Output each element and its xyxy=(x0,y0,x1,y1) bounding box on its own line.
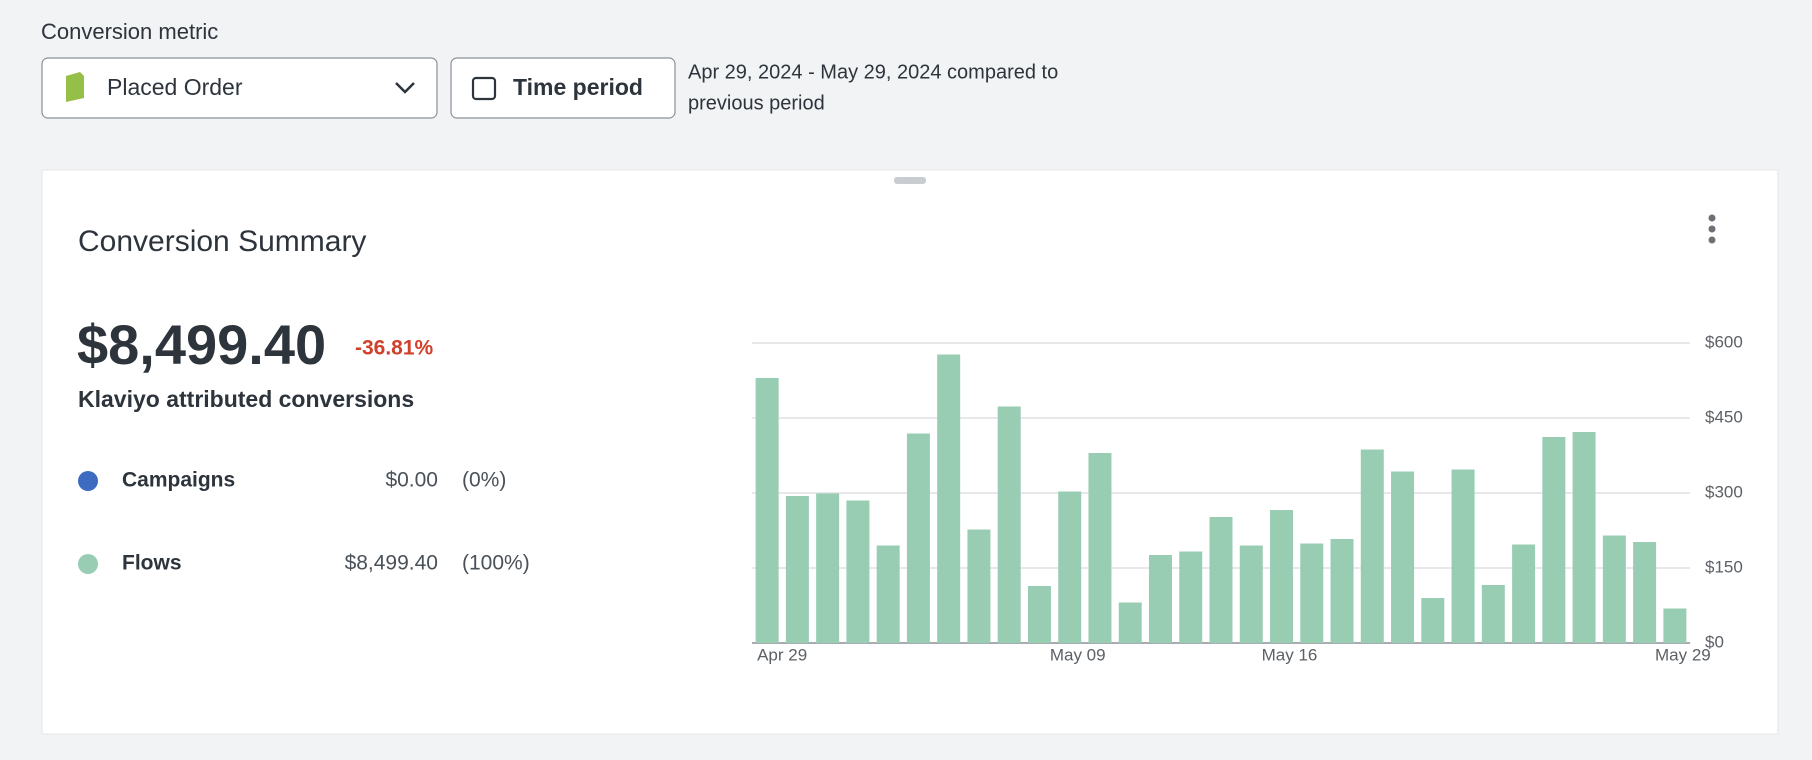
row-name: Flows xyxy=(122,552,182,575)
bar xyxy=(755,378,779,643)
row-share: (0%) xyxy=(462,469,506,492)
bar xyxy=(967,529,991,643)
date-range: Apr 29, 2024 - May 29, 2024 compared to xyxy=(688,61,1058,83)
row-share: (100%) xyxy=(462,552,530,575)
calendar-icon xyxy=(471,76,497,101)
x-tick-label: May 29 xyxy=(1655,645,1711,664)
row-value: $0.00 xyxy=(385,469,438,492)
bar xyxy=(1633,542,1657,643)
bar xyxy=(1330,539,1354,643)
bar xyxy=(1421,598,1445,643)
metric-dropdown[interactable]: Placed Order xyxy=(41,57,438,119)
bar xyxy=(1300,543,1324,643)
chevron xyxy=(395,82,415,94)
x-tick-label: Apr 29 xyxy=(757,645,807,664)
bar xyxy=(846,500,870,643)
change: -36.81% xyxy=(355,337,434,360)
total: $8,499.40 xyxy=(77,313,326,376)
bar xyxy=(1391,471,1415,643)
bar xyxy=(997,406,1021,643)
bar xyxy=(906,433,930,643)
y-tick-label: $0 xyxy=(1705,632,1724,651)
bar xyxy=(816,493,840,643)
y-tick-label: $600 xyxy=(1705,332,1743,351)
bar xyxy=(1209,517,1233,643)
dropdown-box[interactable] xyxy=(41,57,438,119)
drag-handle[interactable] xyxy=(894,177,926,184)
bar xyxy=(1118,602,1142,643)
bar xyxy=(937,354,961,643)
bar xyxy=(1148,555,1172,643)
bar xyxy=(1027,586,1051,643)
bar xyxy=(1542,437,1566,643)
card-title: Conversion Summary xyxy=(78,225,366,258)
bar xyxy=(1239,545,1263,643)
bar xyxy=(1512,544,1536,643)
bar xyxy=(1088,453,1112,643)
date-range: previous period xyxy=(688,92,825,114)
shopify-icon xyxy=(66,72,84,102)
bar xyxy=(1179,551,1203,643)
dropdown-value[interactable]: Placed Order xyxy=(107,74,243,100)
dot xyxy=(1708,236,1716,244)
bar xyxy=(1481,585,1505,643)
button-box[interactable] xyxy=(450,57,676,119)
subtitle: Klaviyo attributed conversions xyxy=(78,386,414,412)
dot xyxy=(1708,214,1716,222)
bar xyxy=(1602,535,1626,643)
y-tick-label: $150 xyxy=(1705,557,1743,576)
bar xyxy=(1451,469,1475,643)
row-name: Campaigns xyxy=(122,469,235,492)
metric-label: Conversion metric xyxy=(41,19,218,44)
bar xyxy=(785,496,809,643)
y-tick-label: $300 xyxy=(1705,482,1743,501)
y-tick-label: $450 xyxy=(1705,407,1743,426)
kebab-menu[interactable] xyxy=(1708,214,1716,244)
row-value: $8,499.40 xyxy=(345,552,438,575)
bar xyxy=(1270,510,1294,643)
bar xyxy=(1663,608,1687,643)
bar xyxy=(876,545,900,643)
legend-dot xyxy=(78,554,98,574)
time-period-button[interactable]: Time period xyxy=(450,57,676,119)
x-tick-label: May 09 xyxy=(1050,645,1106,664)
dot xyxy=(1708,225,1716,233)
legend-dot xyxy=(78,471,98,491)
bar xyxy=(1572,432,1596,643)
bar xyxy=(1360,449,1384,643)
bar xyxy=(1058,491,1082,643)
button-label[interactable]: Time period xyxy=(513,74,643,100)
x-tick-label: May 16 xyxy=(1262,645,1318,664)
